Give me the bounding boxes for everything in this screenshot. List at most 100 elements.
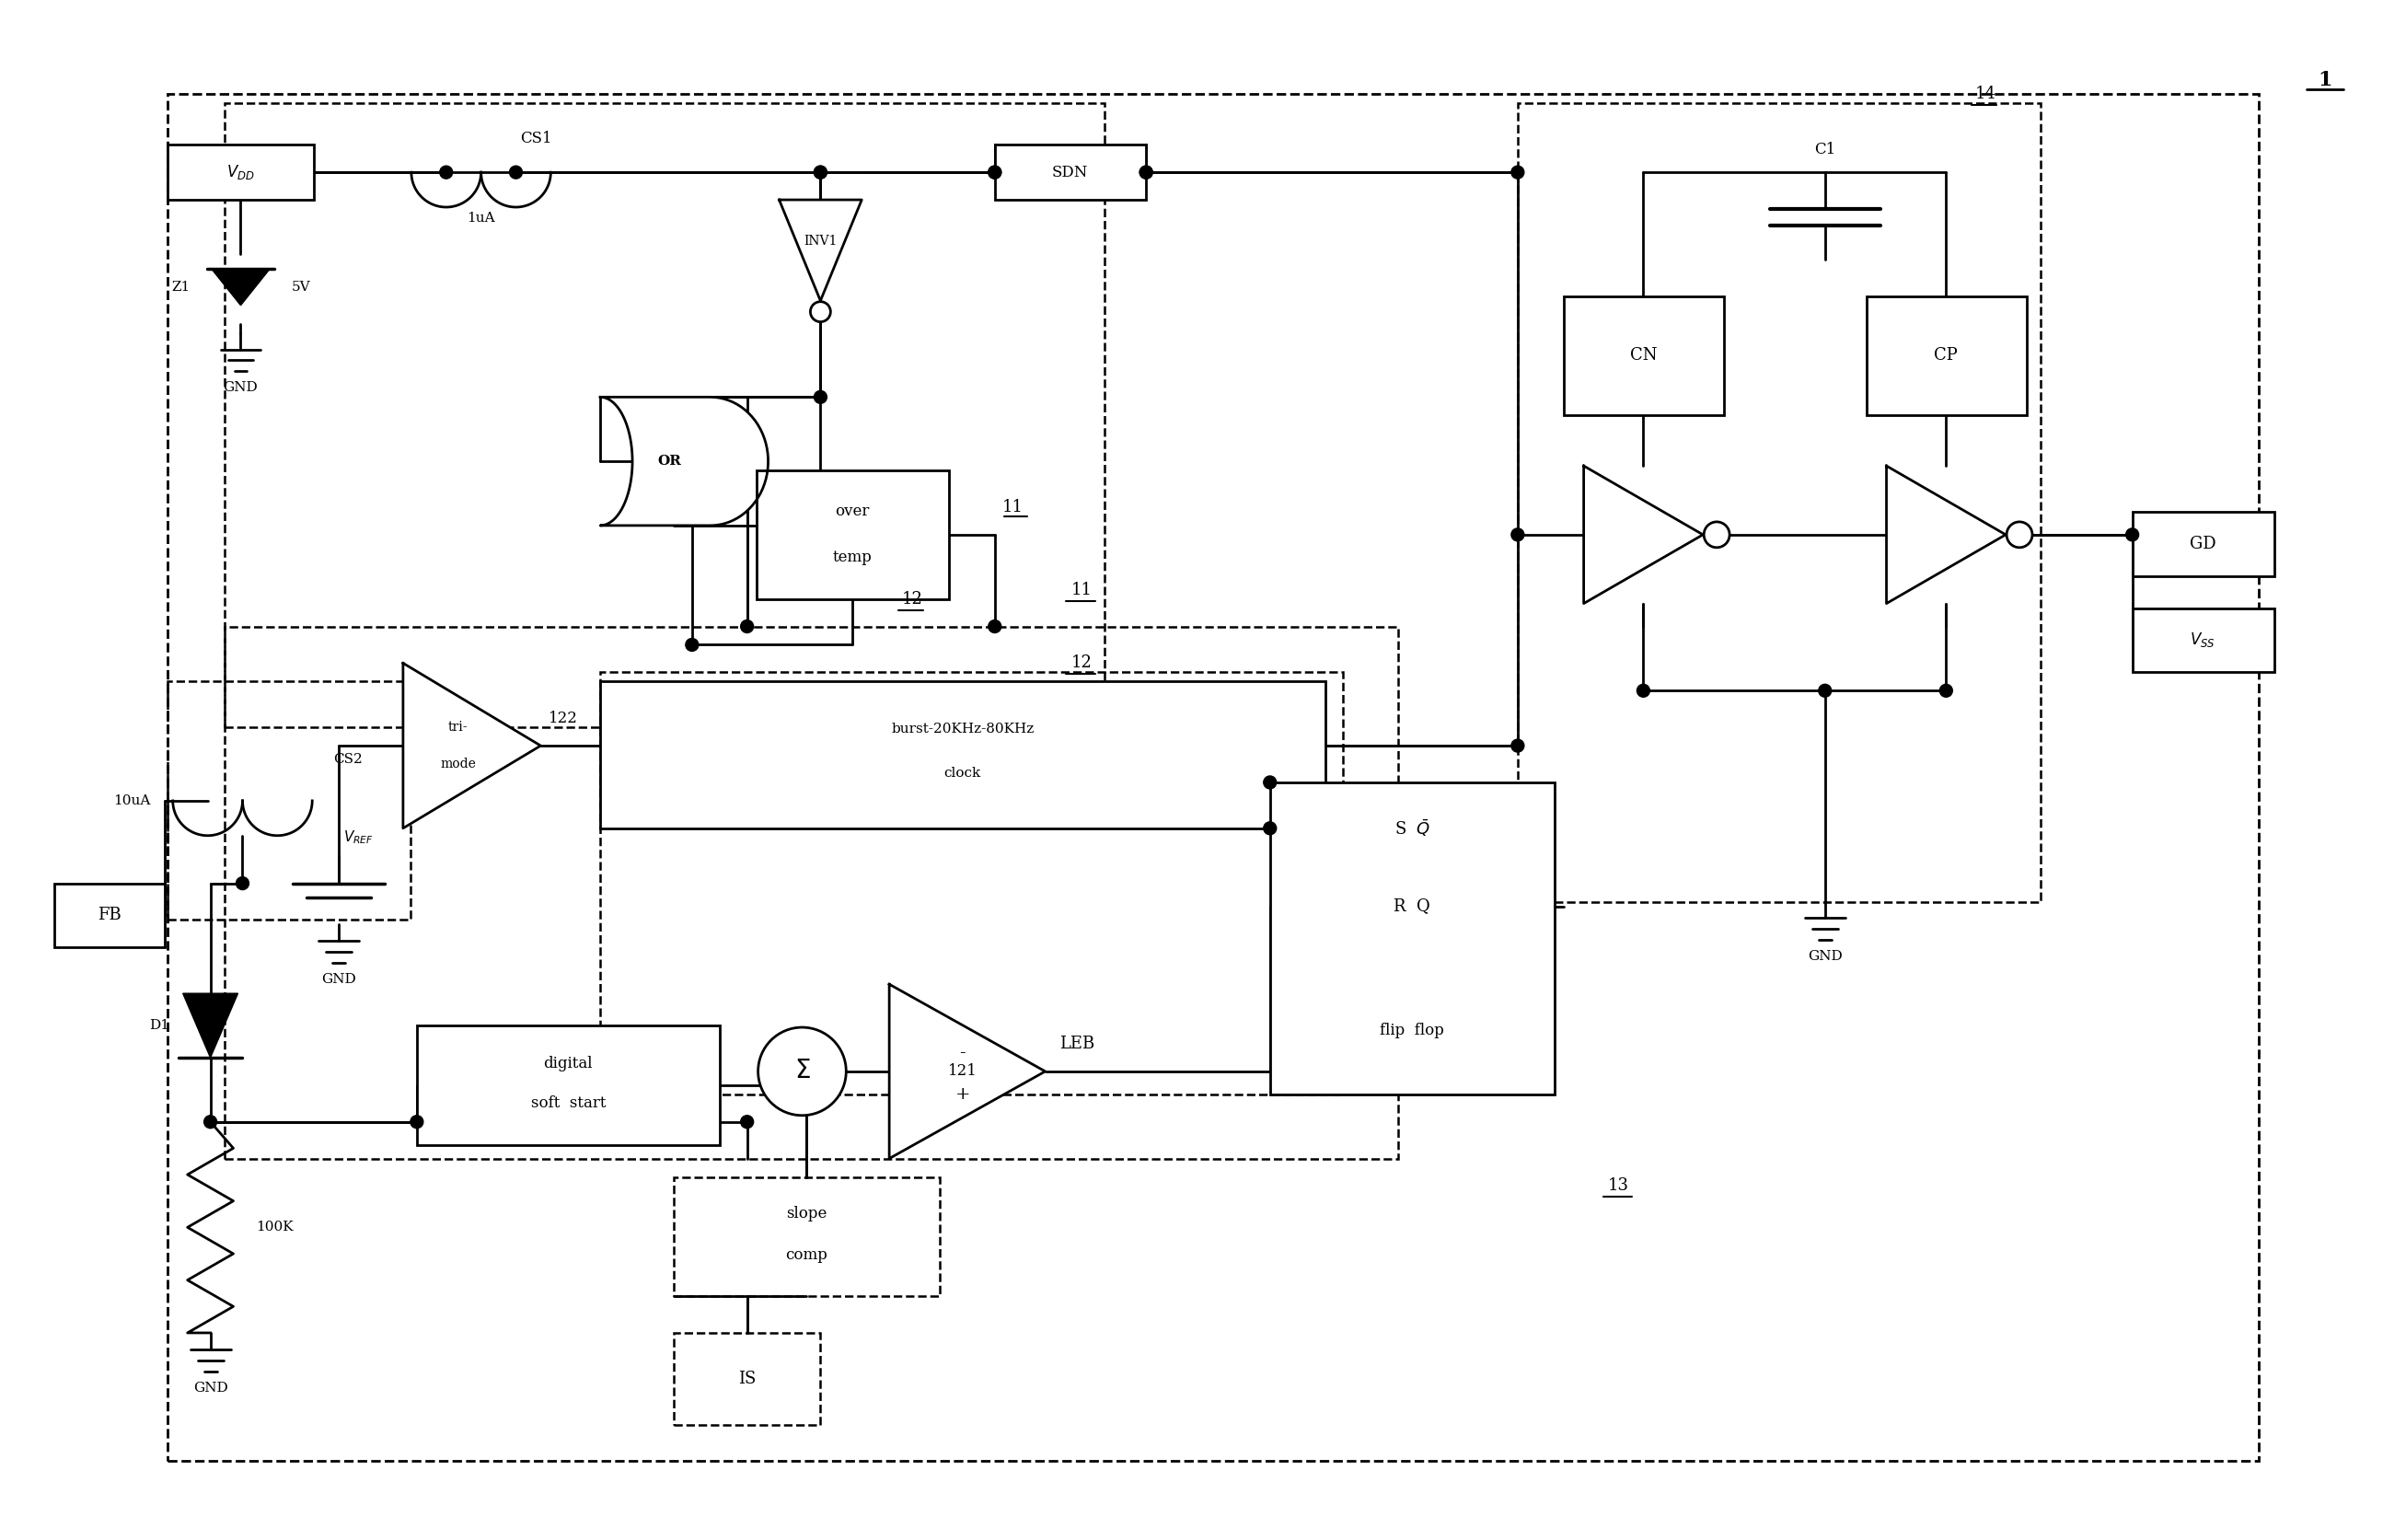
Circle shape xyxy=(1819,684,1831,698)
Text: 11: 11 xyxy=(1071,582,1092,598)
Circle shape xyxy=(758,1027,847,1115)
Polygon shape xyxy=(1886,467,2007,604)
Polygon shape xyxy=(780,200,861,300)
Text: CP: CP xyxy=(1934,348,1958,363)
Text: GND: GND xyxy=(224,382,257,394)
Bar xyxy=(168,145,315,200)
Circle shape xyxy=(1703,522,1730,548)
Text: +: + xyxy=(955,1086,970,1103)
Circle shape xyxy=(741,1115,753,1129)
Circle shape xyxy=(440,166,452,179)
Text: 11: 11 xyxy=(1003,499,1023,516)
Text: comp: comp xyxy=(787,1247,828,1263)
Bar xyxy=(755,470,948,599)
Text: $V_{SS}$: $V_{SS}$ xyxy=(2189,631,2216,650)
Circle shape xyxy=(1511,528,1523,541)
Circle shape xyxy=(510,166,522,179)
Bar xyxy=(416,1026,719,1144)
Bar xyxy=(2132,511,2274,576)
Polygon shape xyxy=(183,993,238,1058)
Text: LEB: LEB xyxy=(1059,1035,1095,1052)
Polygon shape xyxy=(890,984,1044,1158)
Circle shape xyxy=(1511,166,1523,179)
Circle shape xyxy=(2007,522,2033,548)
Text: OR: OR xyxy=(657,454,681,468)
Text: 1uA: 1uA xyxy=(467,211,496,225)
Bar xyxy=(2132,608,2274,673)
Text: FB: FB xyxy=(99,907,120,924)
Bar xyxy=(55,884,164,947)
Circle shape xyxy=(989,621,1001,633)
Text: GND: GND xyxy=(192,1381,229,1394)
Text: S  $\bar{Q}$: S $\bar{Q}$ xyxy=(1393,818,1429,839)
Text: slope: slope xyxy=(787,1206,828,1221)
Text: CS2: CS2 xyxy=(334,753,363,765)
Bar xyxy=(224,103,1104,727)
Circle shape xyxy=(1263,822,1278,835)
Bar xyxy=(1270,782,1554,1095)
Circle shape xyxy=(1140,166,1152,179)
Text: CS1: CS1 xyxy=(520,131,551,146)
Polygon shape xyxy=(404,664,541,829)
Circle shape xyxy=(813,391,828,403)
Bar xyxy=(599,673,1343,1095)
Text: 122: 122 xyxy=(549,710,577,725)
Text: over: over xyxy=(835,504,869,519)
Text: 100K: 100K xyxy=(257,1221,294,1234)
Text: INV1: INV1 xyxy=(804,234,837,248)
Text: flip  flop: flip flop xyxy=(1381,1023,1444,1038)
Text: 12: 12 xyxy=(902,591,924,607)
Text: Z1: Z1 xyxy=(171,280,190,294)
Circle shape xyxy=(811,302,830,322)
Bar xyxy=(1518,103,2040,901)
Text: $V_{REF}$: $V_{REF}$ xyxy=(344,829,373,845)
Bar xyxy=(599,682,1326,829)
Circle shape xyxy=(813,166,828,179)
Text: clock: clock xyxy=(943,767,982,779)
Text: 12: 12 xyxy=(1071,654,1092,671)
Text: 5V: 5V xyxy=(291,280,310,294)
Text: digital: digital xyxy=(544,1056,592,1072)
Circle shape xyxy=(989,166,1001,179)
Text: IS: IS xyxy=(739,1371,755,1388)
Circle shape xyxy=(813,166,828,179)
Bar xyxy=(168,682,411,919)
Text: GND: GND xyxy=(1807,950,1843,962)
Text: tri-: tri- xyxy=(448,721,469,733)
Text: R  Q: R Q xyxy=(1393,898,1432,915)
Text: $\Sigma$: $\Sigma$ xyxy=(794,1060,811,1084)
Polygon shape xyxy=(1583,467,1703,604)
Circle shape xyxy=(1511,739,1523,752)
Polygon shape xyxy=(599,397,768,525)
Circle shape xyxy=(236,876,248,890)
Circle shape xyxy=(989,166,1001,179)
Text: 10uA: 10uA xyxy=(113,795,152,807)
Text: -: - xyxy=(960,1044,965,1061)
Text: SDN: SDN xyxy=(1051,165,1088,180)
Circle shape xyxy=(411,1115,423,1129)
Circle shape xyxy=(686,639,698,651)
Text: GND: GND xyxy=(322,973,356,986)
Text: soft  start: soft start xyxy=(532,1095,606,1112)
Text: C1: C1 xyxy=(1814,142,1836,157)
Text: 121: 121 xyxy=(948,1064,977,1080)
Circle shape xyxy=(1636,684,1651,698)
Text: burst-20KHz-80KHz: burst-20KHz-80KHz xyxy=(890,722,1035,736)
Bar xyxy=(674,1332,820,1424)
Circle shape xyxy=(1939,684,1954,698)
Text: D1: D1 xyxy=(149,1019,168,1032)
Polygon shape xyxy=(212,268,269,305)
Text: 1: 1 xyxy=(2317,71,2331,91)
Bar xyxy=(224,627,1398,1158)
Text: CN: CN xyxy=(1629,348,1658,363)
Bar xyxy=(168,94,2259,1461)
Circle shape xyxy=(2127,528,2139,541)
Text: GD: GD xyxy=(2189,536,2216,553)
Circle shape xyxy=(205,1115,217,1129)
Text: temp: temp xyxy=(832,550,873,565)
Bar xyxy=(1564,296,1725,416)
Text: 14: 14 xyxy=(1975,86,1997,103)
Text: mode: mode xyxy=(440,758,476,770)
Text: 13: 13 xyxy=(1607,1178,1629,1195)
Circle shape xyxy=(1140,166,1152,179)
